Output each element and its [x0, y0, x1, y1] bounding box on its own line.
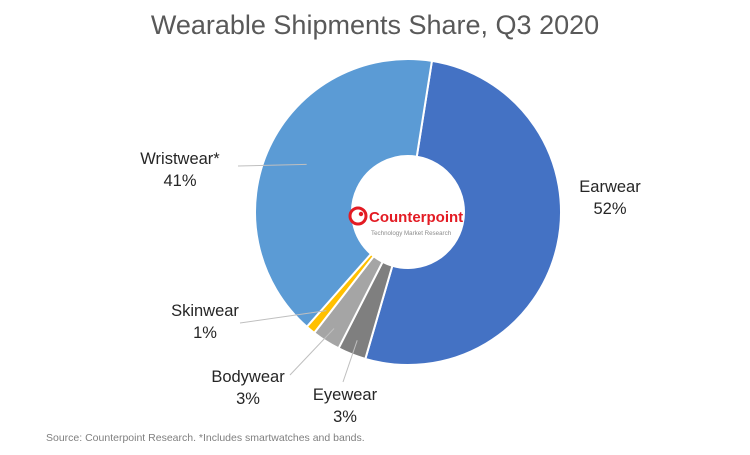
leader-line-bodywear: [289, 328, 335, 376]
logo-ring-icon: [348, 206, 368, 226]
chart-title: Wearable Shipments Share, Q3 2020: [150, 10, 600, 40]
label-earwear-name: Earwear: [579, 178, 641, 196]
label-earwear: Earwear 52%: [560, 176, 660, 220]
label-bodywear-name: Bodywear: [211, 368, 285, 386]
source-note: Source: Counterpoint Research. *Includes…: [46, 432, 365, 444]
logo-dot-icon: [358, 211, 364, 217]
label-wristwear-value: 41%: [163, 172, 197, 190]
logo-text: Counterpoint: [369, 209, 463, 226]
label-wristwear: Wristwear* 41%: [120, 148, 240, 192]
label-bodywear: Bodywear 3%: [198, 366, 298, 410]
label-skinwear-value: 1%: [193, 324, 217, 342]
label-skinwear: Skinwear 1%: [155, 300, 255, 344]
leader-line-eyewear: [342, 340, 358, 383]
label-skinwear-name: Skinwear: [171, 302, 239, 320]
counterpoint-logo: Counterpoint Technology Market Research: [348, 206, 463, 237]
leader-lines: [237, 163, 358, 383]
leader-line-skinwear: [239, 310, 327, 324]
leader-line-wristwear: [237, 163, 307, 167]
pie-slices: [254, 58, 562, 366]
pie-slice-wristwear: [254, 58, 434, 329]
logo-subtext: Technology Market Research: [371, 230, 452, 237]
label-earwear-value: 52%: [593, 200, 627, 218]
label-eyewear: Eyewear 3%: [295, 384, 395, 428]
label-wristwear-name: Wristwear*: [140, 150, 220, 168]
pie-slice-earwear: [364, 59, 562, 366]
label-eyewear-value: 3%: [333, 408, 357, 426]
label-eyewear-name: Eyewear: [312, 386, 378, 404]
label-bodywear-value: 3%: [236, 390, 260, 408]
